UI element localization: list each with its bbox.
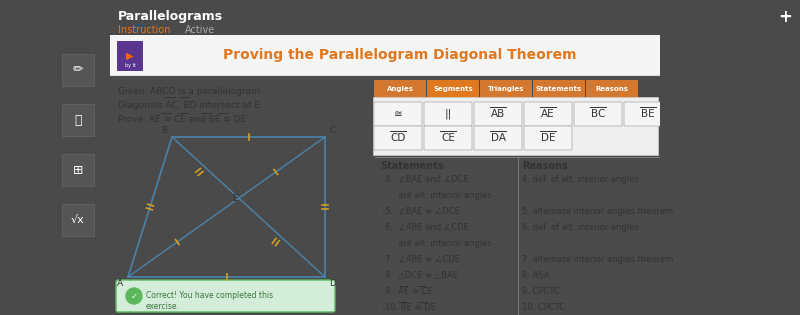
Text: CE: CE	[441, 133, 455, 143]
FancyBboxPatch shape	[117, 41, 143, 71]
Text: AB: AB	[491, 109, 505, 119]
Text: DA: DA	[490, 133, 506, 143]
Text: 10. BE ≅ DE: 10. BE ≅ DE	[385, 303, 436, 312]
Text: ||: ||	[444, 109, 452, 119]
Text: 8. ASA: 8. ASA	[522, 271, 550, 280]
Text: 9.  AE ≅ CE: 9. AE ≅ CE	[385, 287, 433, 296]
Text: Statements: Statements	[536, 86, 582, 92]
FancyBboxPatch shape	[480, 80, 532, 98]
FancyBboxPatch shape	[424, 126, 472, 150]
Text: C: C	[330, 126, 336, 135]
Text: 7. alternate interior angles theorem: 7. alternate interior angles theorem	[522, 255, 674, 264]
FancyBboxPatch shape	[110, 35, 660, 75]
Text: ▶: ▶	[126, 51, 134, 61]
Text: Angles: Angles	[386, 86, 414, 92]
FancyBboxPatch shape	[374, 80, 426, 98]
Text: AE: AE	[541, 109, 555, 119]
Text: 5.  ∠BAE ≅ ∠DCE: 5. ∠BAE ≅ ∠DCE	[385, 207, 460, 216]
Text: √x: √x	[71, 215, 85, 225]
Text: are alt. interior angles: are alt. interior angles	[385, 239, 492, 248]
Text: by it: by it	[125, 62, 135, 67]
Text: exercise.: exercise.	[146, 302, 180, 311]
FancyBboxPatch shape	[574, 102, 622, 126]
Text: 4. def. of alt. interior angles: 4. def. of alt. interior angles	[522, 175, 639, 184]
Text: +: +	[778, 9, 792, 26]
Text: ✓: ✓	[130, 291, 138, 301]
Text: Given: ABCD is a parallelogram.: Given: ABCD is a parallelogram.	[118, 87, 263, 96]
Text: BC: BC	[591, 109, 605, 119]
Text: E: E	[232, 194, 238, 203]
Text: 4.  ∠BAE and ∠DCE: 4. ∠BAE and ∠DCE	[385, 175, 469, 184]
Text: Reasons: Reasons	[522, 161, 568, 171]
Text: ✓: ✓	[377, 303, 384, 312]
Text: 10. CPCTC: 10. CPCTC	[522, 303, 566, 312]
Text: 9. CPCTC: 9. CPCTC	[522, 287, 560, 296]
Text: BE: BE	[641, 109, 655, 119]
Text: D: D	[330, 279, 337, 288]
Text: ⊞: ⊞	[73, 163, 83, 176]
FancyBboxPatch shape	[474, 126, 522, 150]
Text: 7.  ∠ABE ≅ ∠CDE: 7. ∠ABE ≅ ∠CDE	[385, 255, 460, 264]
Text: Reasons: Reasons	[595, 86, 629, 92]
Text: CD: CD	[390, 133, 406, 143]
Text: Statements: Statements	[380, 161, 443, 171]
Text: ≅: ≅	[394, 109, 402, 119]
Text: Triangles: Triangles	[488, 86, 524, 92]
FancyBboxPatch shape	[524, 102, 572, 126]
Text: 6.  ∠ABE and ∠CDE: 6. ∠ABE and ∠CDE	[385, 223, 469, 232]
Text: 6. def. of alt. interior angles: 6. def. of alt. interior angles	[522, 223, 639, 232]
FancyBboxPatch shape	[586, 80, 638, 98]
FancyBboxPatch shape	[474, 102, 522, 126]
FancyBboxPatch shape	[62, 154, 94, 186]
FancyBboxPatch shape	[374, 126, 422, 150]
Text: 5. alternate interior angles theorem: 5. alternate interior angles theorem	[522, 207, 674, 216]
Text: 8.  △DCE ≅ △BAE: 8. △DCE ≅ △BAE	[385, 271, 458, 280]
FancyBboxPatch shape	[427, 80, 479, 98]
Text: ✓: ✓	[377, 207, 384, 216]
Text: B: B	[161, 126, 167, 135]
Circle shape	[126, 288, 142, 304]
FancyBboxPatch shape	[374, 102, 422, 126]
Text: DE: DE	[541, 133, 555, 143]
FancyBboxPatch shape	[524, 126, 572, 150]
Text: Proving the Parallelogram Diagonal Theorem: Proving the Parallelogram Diagonal Theor…	[223, 48, 577, 62]
FancyBboxPatch shape	[424, 102, 472, 126]
Text: Segments: Segments	[433, 86, 473, 92]
Text: Diagonals AC, BD intersect at E.: Diagonals AC, BD intersect at E.	[118, 101, 263, 110]
Text: Active: Active	[185, 25, 215, 35]
Text: ✏: ✏	[73, 64, 83, 77]
FancyBboxPatch shape	[624, 102, 672, 126]
Text: Parallelograms: Parallelograms	[118, 10, 223, 23]
FancyBboxPatch shape	[62, 204, 94, 236]
Text: Instruction: Instruction	[118, 25, 170, 35]
Text: A: A	[117, 279, 123, 288]
Text: Correct! You have completed this: Correct! You have completed this	[146, 291, 273, 300]
Text: 🎧: 🎧	[74, 113, 82, 127]
FancyBboxPatch shape	[533, 80, 585, 98]
FancyBboxPatch shape	[116, 280, 335, 312]
FancyBboxPatch shape	[62, 104, 94, 136]
Text: are alt. interior angles: are alt. interior angles	[385, 191, 492, 200]
FancyBboxPatch shape	[62, 54, 94, 86]
FancyBboxPatch shape	[373, 97, 658, 155]
Text: Prove: AE ≅ CE and BE ≅ DE: Prove: AE ≅ CE and BE ≅ DE	[118, 115, 246, 124]
